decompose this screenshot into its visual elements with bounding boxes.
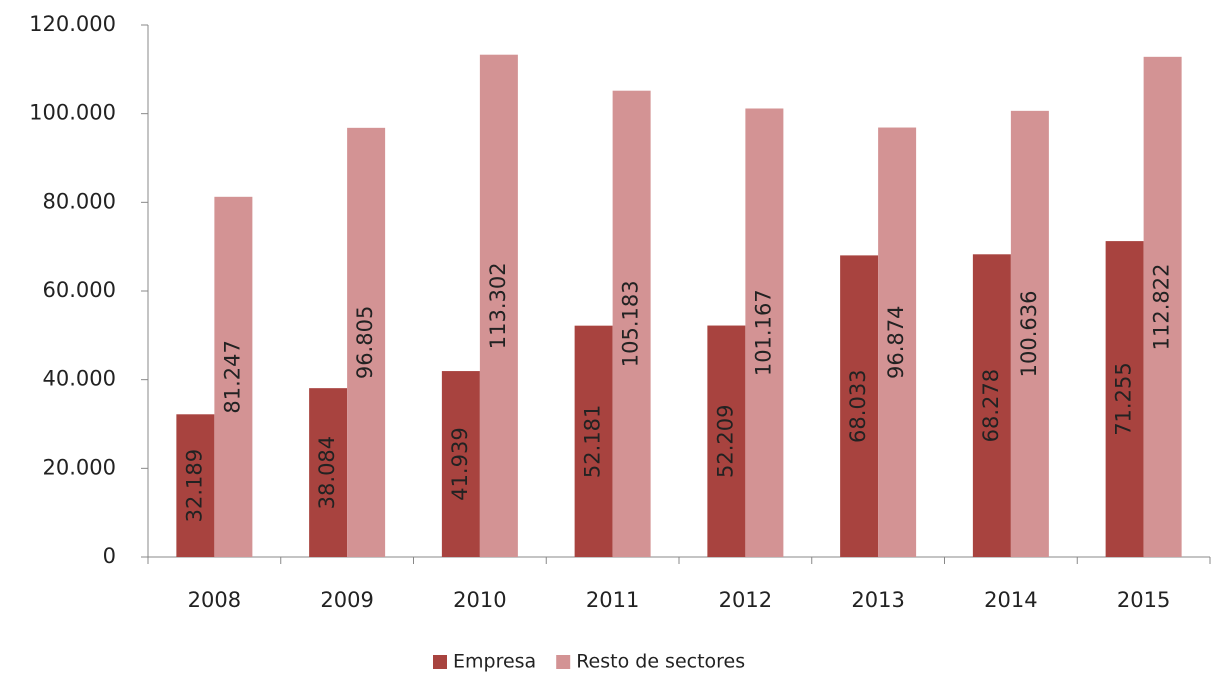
value-label: 96.874 xyxy=(884,306,908,379)
value-label: 101.167 xyxy=(751,289,775,376)
x-tick-label: 2014 xyxy=(984,588,1037,612)
y-tick-label: 80.000 xyxy=(43,189,116,213)
x-tick-label: 2010 xyxy=(453,588,506,612)
y-tick-label: 120.000 xyxy=(29,12,116,36)
x-tick-label: 2013 xyxy=(851,588,904,612)
value-label: 68.278 xyxy=(979,369,1003,442)
legend-label: Empresa xyxy=(453,651,536,673)
value-label: 38.084 xyxy=(315,436,339,509)
bar xyxy=(707,325,746,557)
value-label: 112.822 xyxy=(1150,263,1174,350)
x-tick-label: 2011 xyxy=(586,588,639,612)
x-tick-label: 2015 xyxy=(1117,588,1170,612)
value-label: 113.302 xyxy=(486,262,510,349)
value-label: 68.033 xyxy=(846,369,870,442)
bar xyxy=(972,254,1011,557)
y-tick-label: 20.000 xyxy=(43,455,116,479)
bar xyxy=(745,108,784,557)
value-label: 100.636 xyxy=(1017,291,1041,378)
y-tick-label: 0 xyxy=(103,544,116,568)
bar xyxy=(612,90,651,558)
bar xyxy=(1105,241,1144,557)
legend-swatch xyxy=(433,655,447,669)
value-label: 105.183 xyxy=(619,280,643,367)
value-label: 52.181 xyxy=(581,405,605,478)
bar xyxy=(1143,56,1182,557)
legend-swatch xyxy=(556,655,571,669)
bar xyxy=(214,196,253,557)
bar xyxy=(574,325,613,557)
value-label: 52.209 xyxy=(713,405,737,478)
value-label: 81.247 xyxy=(220,340,244,413)
x-tick-label: 2012 xyxy=(719,588,772,612)
y-tick-label: 40.000 xyxy=(43,367,116,391)
bar xyxy=(840,255,879,558)
bar xyxy=(1010,110,1049,557)
value-label: 96.805 xyxy=(353,306,377,379)
bar xyxy=(479,54,518,558)
legend-label: Resto de sectores xyxy=(576,651,745,673)
y-tick-label: 100.000 xyxy=(29,101,116,125)
y-tick-label: 60.000 xyxy=(43,278,116,302)
value-label: 71.255 xyxy=(1112,362,1136,435)
bar xyxy=(878,127,917,557)
value-label: 32.189 xyxy=(182,449,206,522)
x-tick-label: 2008 xyxy=(188,588,241,612)
bar xyxy=(441,371,480,557)
bar xyxy=(176,414,215,557)
value-label: 41.939 xyxy=(448,427,472,500)
x-tick-label: 2009 xyxy=(320,588,373,612)
bar xyxy=(347,127,386,557)
bar xyxy=(309,388,348,557)
